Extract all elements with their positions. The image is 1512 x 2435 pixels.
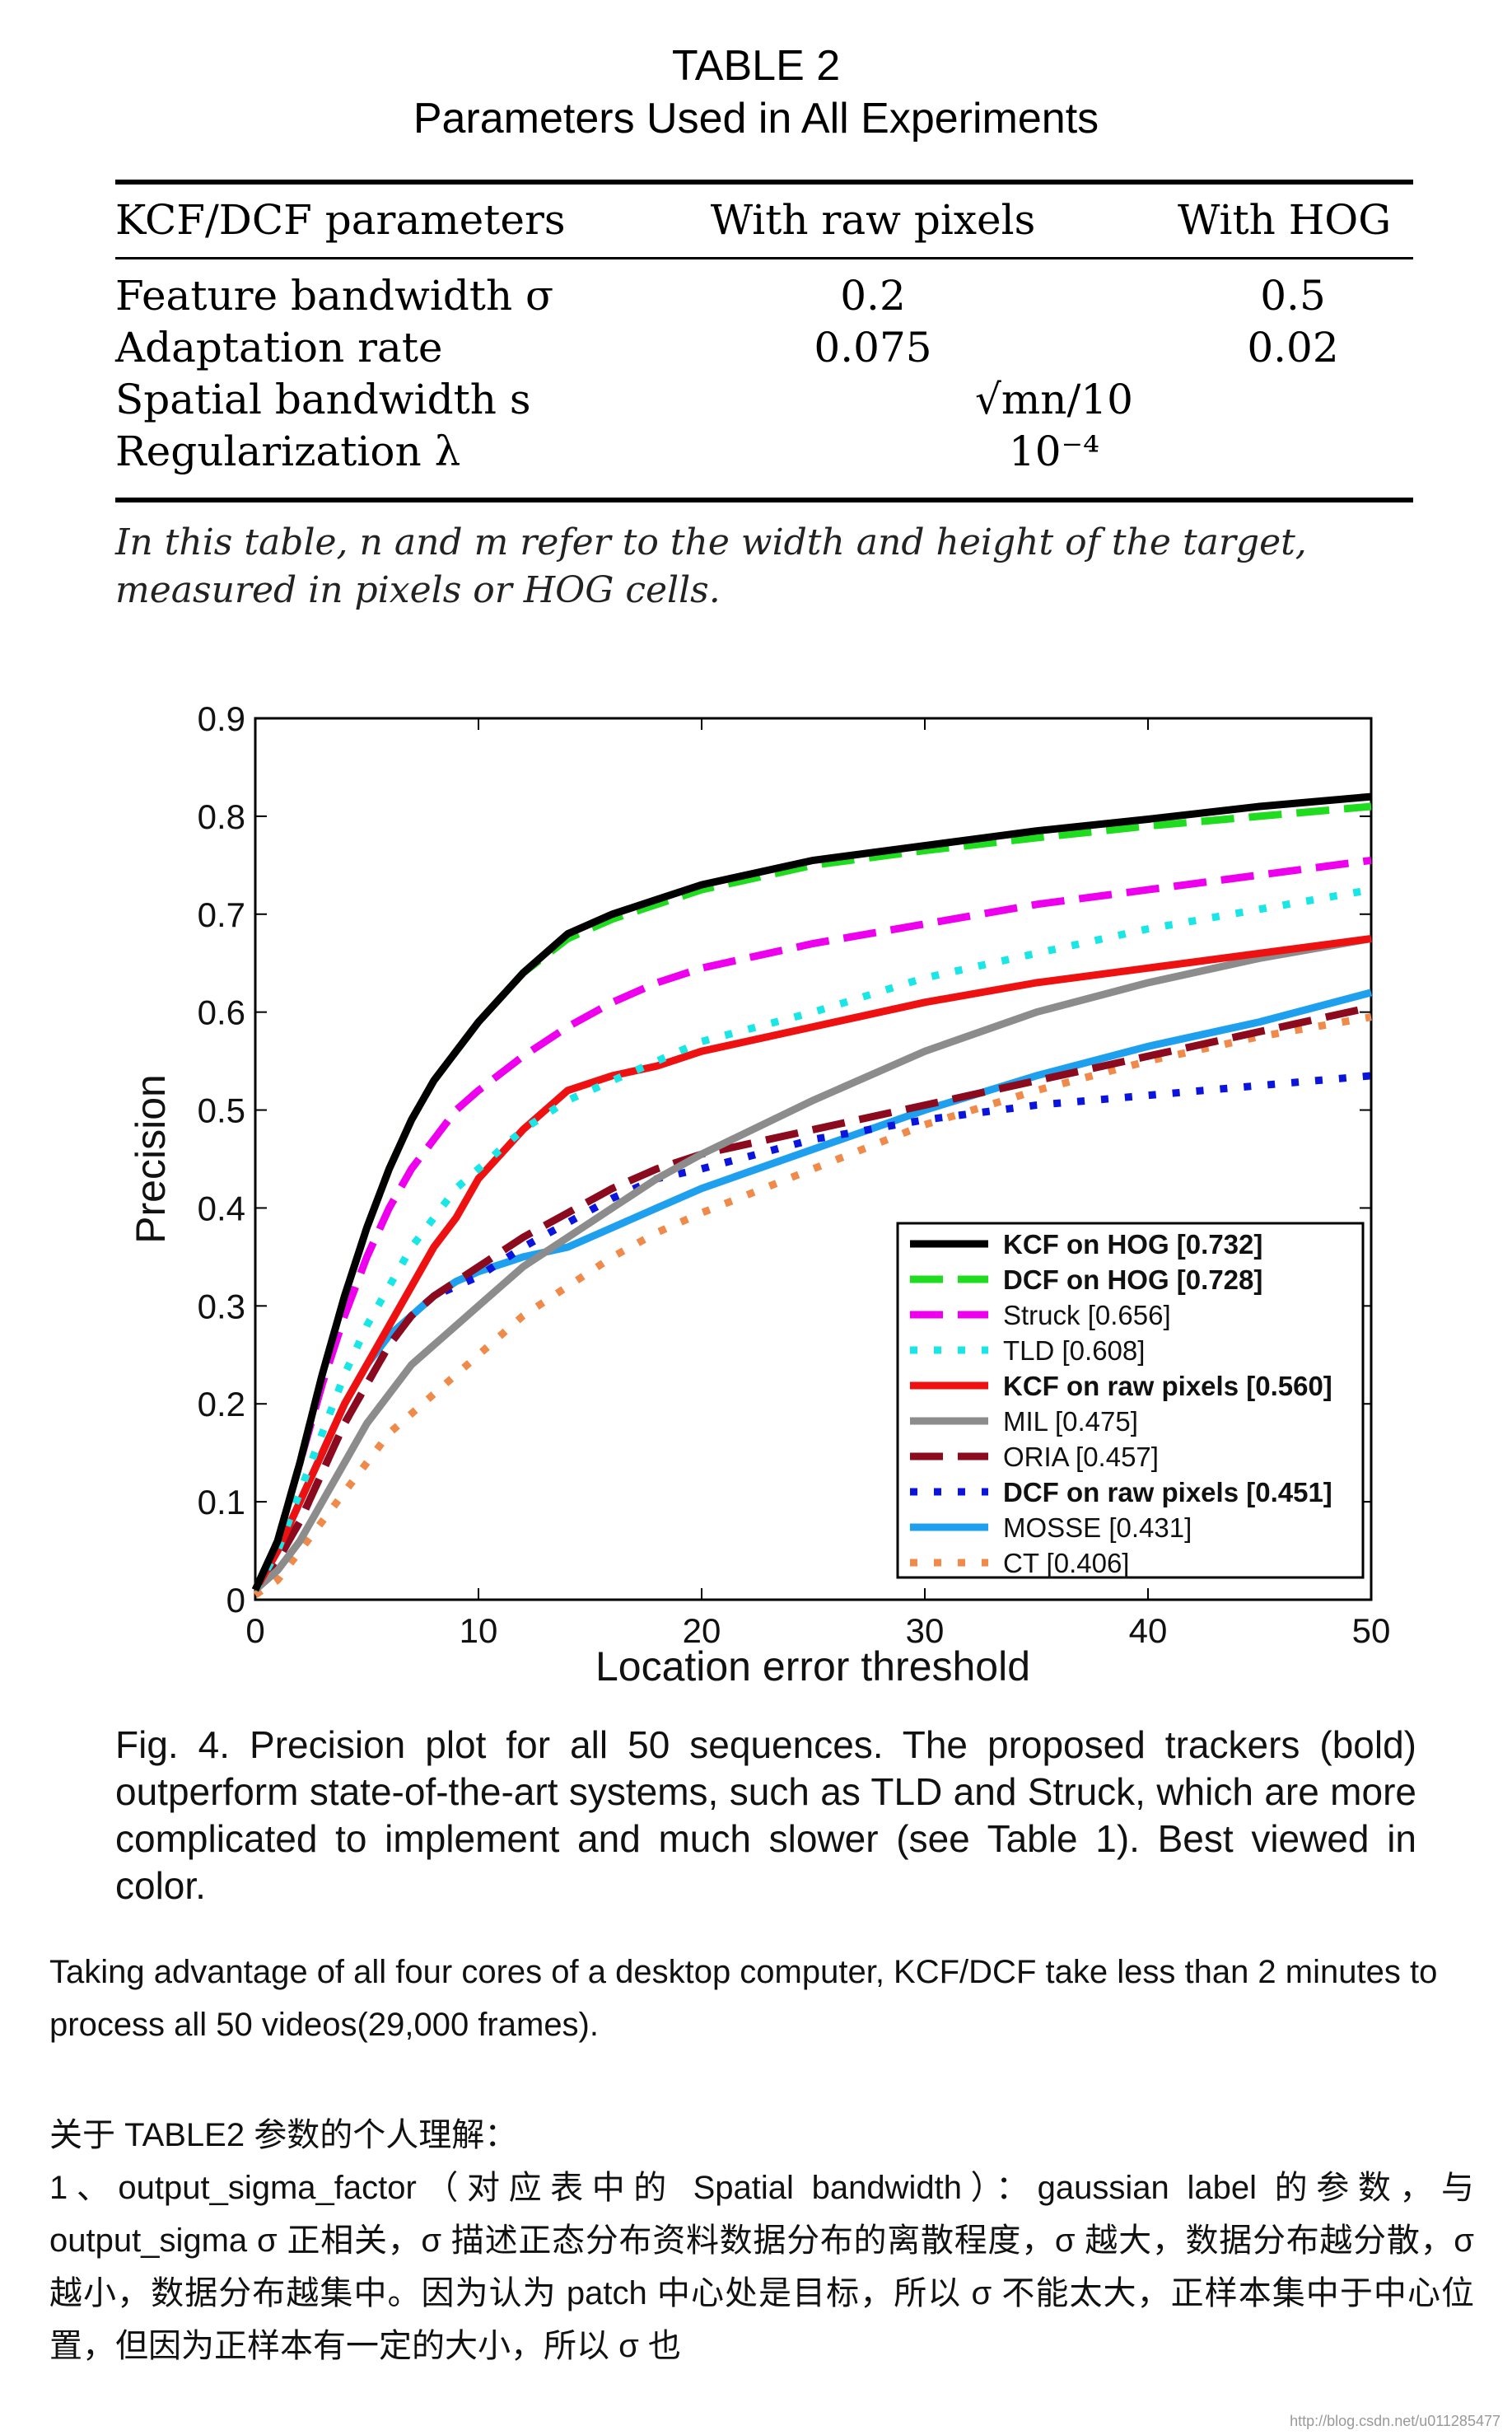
x-axis-label: Location error threshold <box>595 1643 1030 1690</box>
table-row-param: Spatial bandwidth s <box>115 376 531 423</box>
table-header-raw: With raw pixels <box>710 196 1036 244</box>
y-tick-label: 0.8 <box>198 797 245 836</box>
table-row-raw-value: 0.2 <box>840 272 906 320</box>
series-line-mil <box>253 935 1372 1593</box>
y-tick-label: 0.2 <box>198 1385 245 1423</box>
series-line-tld <box>252 886 1372 1592</box>
table-row-raw-value: 0.075 <box>814 324 932 372</box>
table-header-param: KCF/DCF parameters <box>115 196 566 244</box>
series-line-struck <box>251 856 1372 1591</box>
legend: KCF on HOG [0.732] DCF on HOG [0.728] Stru… <box>896 1222 1365 1579</box>
table-header-hog: With HOG <box>1178 196 1392 244</box>
y-tick-label: 0.1 <box>198 1483 245 1521</box>
x-tick-label: 0 <box>245 1611 264 1650</box>
x-tick-label: 40 <box>1129 1611 1168 1650</box>
table-row-shared-value: √mn/10 <box>975 376 1133 423</box>
x-tick-label: 30 <box>906 1611 945 1650</box>
table-top-rule <box>115 180 1413 185</box>
legend-label: CT [0.406] <box>1003 1548 1129 1578</box>
legend-label: KCF on raw pixels [0.560] <box>1003 1371 1332 1401</box>
paragraph-performance: Taking advantage of all four cores of a … <box>49 1954 1438 2043</box>
table-note: In this table, n and m refer to the widt… <box>115 521 1307 611</box>
paragraph-explanation: 1、output_sigma_factor（对应表中的 Spatial band… <box>49 2170 1474 2364</box>
x-tick-label: 50 <box>1352 1611 1391 1650</box>
table-title: TABLE 2 Parameters Used in All Experimen… <box>0 40 1512 145</box>
figure-caption: Fig. 4. Precision plot for all 50 sequen… <box>115 1723 1416 1907</box>
legend-label: KCF on HOG [0.732] <box>1003 1229 1262 1260</box>
legend-label: DCF on HOG [0.728] <box>1003 1264 1262 1295</box>
y-tick-label: 0.4 <box>198 1189 245 1227</box>
y-axis: 0 0.1 0.2 0.3 0.4 0.5 0.6 0.7 0.8 0.9 <box>198 699 1371 1619</box>
table-row-param: Adaptation rate <box>115 324 443 372</box>
legend-label: DCF on raw pixels [0.451] <box>1003 1477 1332 1507</box>
series-line-oria <box>252 1003 1372 1592</box>
y-tick-label: 0.9 <box>198 699 245 738</box>
y-tick-label: 0 <box>226 1581 245 1619</box>
x-axis: 0 10 20 30 40 50 <box>245 718 1390 1650</box>
paragraph-heading: 关于 TABLE2 参数的个人理解： <box>49 2117 518 2153</box>
table-header-rule <box>115 257 1413 259</box>
series-lines <box>251 792 1373 1598</box>
table-row-hog-value: 0.5 <box>1260 272 1326 320</box>
y-tick-label: 0.6 <box>198 993 245 1032</box>
table-number: TABLE 2 <box>671 42 841 90</box>
watermark: http://blog.csdn.net/u011285477 <box>1290 2413 1500 2429</box>
y-tick-label: 0.3 <box>198 1287 245 1325</box>
legend-label: MOSSE [0.431] <box>1003 1512 1192 1543</box>
y-tick-label: 0.7 <box>198 895 245 934</box>
y-tick-label: 0.5 <box>198 1091 245 1130</box>
legend-label: Struck [0.656] <box>1003 1300 1171 1330</box>
table-bottom-rule <box>115 498 1413 502</box>
table-row-hog-value: 0.02 <box>1247 324 1339 372</box>
table-row-param: Regularization λ <box>115 428 461 475</box>
table-row-param: Feature bandwidth σ <box>115 272 554 320</box>
legend-label: MIL [0.475] <box>1003 1406 1138 1437</box>
x-tick-label: 20 <box>683 1611 721 1650</box>
table-subtitle: Parameters Used in All Experiments <box>413 95 1099 143</box>
precision-plot: 0 0.1 0.2 0.3 0.4 0.5 0.6 0.7 0.8 0.9 0 10 20 30 40 50… <box>128 699 1390 1690</box>
series-line-kcf-on-hog <box>251 792 1372 1591</box>
legend-label: ORIA [0.457] <box>1003 1442 1159 1472</box>
x-tick-label: 10 <box>460 1611 498 1650</box>
legend-label: TLD [0.608] <box>1003 1335 1145 1366</box>
series-line-ct <box>253 1013 1372 1598</box>
table-row-shared-value: 10⁻⁴ <box>1008 428 1100 475</box>
y-axis-label: Precision <box>128 1074 174 1244</box>
